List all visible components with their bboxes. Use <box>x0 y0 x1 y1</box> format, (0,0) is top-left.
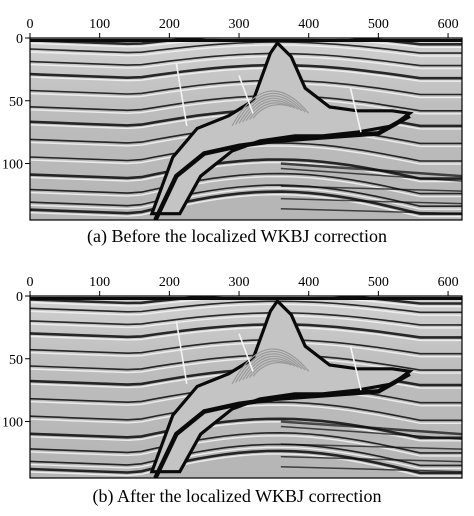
subsalt-reflector <box>280 443 462 450</box>
y-tick-label: 0 <box>16 32 23 47</box>
sediment-reflector <box>30 323 462 339</box>
sediment-reflector-light <box>30 341 462 358</box>
sediment-reflector <box>30 338 462 355</box>
sediment-reflector <box>30 41 462 54</box>
salt-texture <box>238 95 303 124</box>
sediment-reflector <box>30 311 462 326</box>
subsalt-reflector <box>280 420 462 436</box>
x-tick-label: 600 <box>438 275 459 290</box>
caption-before: (a) Before the localized WKBJ correction <box>86 226 388 246</box>
y-tick-label: 100 <box>2 158 23 173</box>
sediment-reflector-light <box>30 175 462 198</box>
sediment-reflector <box>30 300 462 314</box>
y-tick-label: 0 <box>16 290 23 305</box>
x-tick-label: 100 <box>89 275 110 290</box>
fault-line <box>238 75 254 114</box>
seismic-image-before: 0 100 200 300 400 500 600 0 50 100 <box>2 17 463 221</box>
sediment-reflector-light <box>30 44 462 57</box>
sediment-reflector-light <box>30 97 462 115</box>
sediment-reflector-light <box>30 404 462 424</box>
sediment-reflector <box>30 443 462 467</box>
salt-texture <box>245 100 296 122</box>
sediment-reflector <box>30 190 462 215</box>
fault-line <box>238 333 254 372</box>
x-tick-label: 500 <box>368 17 389 32</box>
sediment-reflector <box>30 63 462 80</box>
subsalt-reflector <box>280 425 462 440</box>
sediment-reflector <box>30 431 462 454</box>
y-tick-label: 50 <box>9 353 23 368</box>
sediment-reflector-light <box>30 453 462 477</box>
sediment-reflector <box>30 417 462 440</box>
caption-after: (b) After the localized WKBJ correction <box>92 486 382 506</box>
sediment-reflector <box>30 79 462 96</box>
x-tick-label: 200 <box>159 275 180 290</box>
x-tick-label: 500 <box>368 275 389 290</box>
salt-texture <box>231 348 310 385</box>
salt-texture <box>238 353 303 382</box>
x-tick-label: 400 <box>298 275 319 290</box>
x-tick-label: 400 <box>298 17 319 32</box>
sediment-reflector <box>30 52 462 67</box>
salt-texture <box>235 350 306 383</box>
subsalt-reflector <box>280 455 462 463</box>
x-tick-label: 100 <box>89 17 110 32</box>
sediment-reflector <box>30 449 462 475</box>
sediment-reflector <box>30 172 462 195</box>
fault-line <box>349 346 362 391</box>
sediment-reflector <box>30 158 462 180</box>
salt-texture <box>242 355 299 381</box>
subsalt-reflector <box>280 185 462 192</box>
x-tick-label: 600 <box>438 17 459 32</box>
sediment-reflector-light <box>30 303 462 316</box>
subsalt-reflector <box>280 197 462 205</box>
subsalt-reflector <box>280 162 462 178</box>
sediment-reflector-light <box>30 38 462 48</box>
seismic-section <box>30 296 462 478</box>
x-tick-label: 0 <box>27 17 34 32</box>
sediment-reflector-light <box>30 193 462 218</box>
panel-before-correction: 0 100 200 300 400 500 600 0 50 100 (a) Before the… <box>2 17 463 246</box>
base-salt-reflector <box>153 113 411 220</box>
sediment-reflector-light <box>30 446 462 470</box>
subsalt-reflector <box>280 167 462 182</box>
x-tick-label: 0 <box>27 275 34 290</box>
sediment-reflector-light <box>30 55 462 70</box>
sediment-reflector <box>30 354 462 371</box>
seismic-section <box>30 38 462 220</box>
y-tick-label: 50 <box>9 95 23 110</box>
sediment-reflector-light <box>30 82 462 99</box>
salt-texture <box>231 90 310 127</box>
salt-texture <box>245 358 296 380</box>
salt-texture <box>235 92 306 125</box>
sediment-reflector <box>30 296 462 305</box>
panel-after-correction: 0 100 200 300 400 500 600 0 50 100 (b) After the … <box>0 258 474 516</box>
sediment-reflector <box>30 184 462 207</box>
salt-texture <box>252 362 288 377</box>
x-tick-label: 200 <box>159 17 180 32</box>
x-tick-label: 300 <box>229 275 250 290</box>
sediment-reflector-light <box>30 435 462 457</box>
sediment-reflector-light <box>30 326 462 342</box>
base-salt-reflector <box>153 371 411 478</box>
salt-texture <box>242 97 299 123</box>
plot-frame <box>29 295 463 479</box>
subsalt-reflector <box>280 465 462 473</box>
sediment-reflector-light <box>30 315 462 329</box>
plot-frame <box>29 37 463 221</box>
seismic-image-after: 0 100 200 300 400 500 600 0 50 100 <box>2 275 463 479</box>
sediment-reflector-light <box>30 67 462 82</box>
fault-line <box>349 88 362 133</box>
y-tick-label: 100 <box>2 416 23 431</box>
fault-line <box>175 320 188 384</box>
fault-line <box>175 62 188 126</box>
subsalt-reflector <box>280 207 462 215</box>
x-tick-label: 300 <box>229 17 250 32</box>
salt-texture <box>252 104 288 119</box>
